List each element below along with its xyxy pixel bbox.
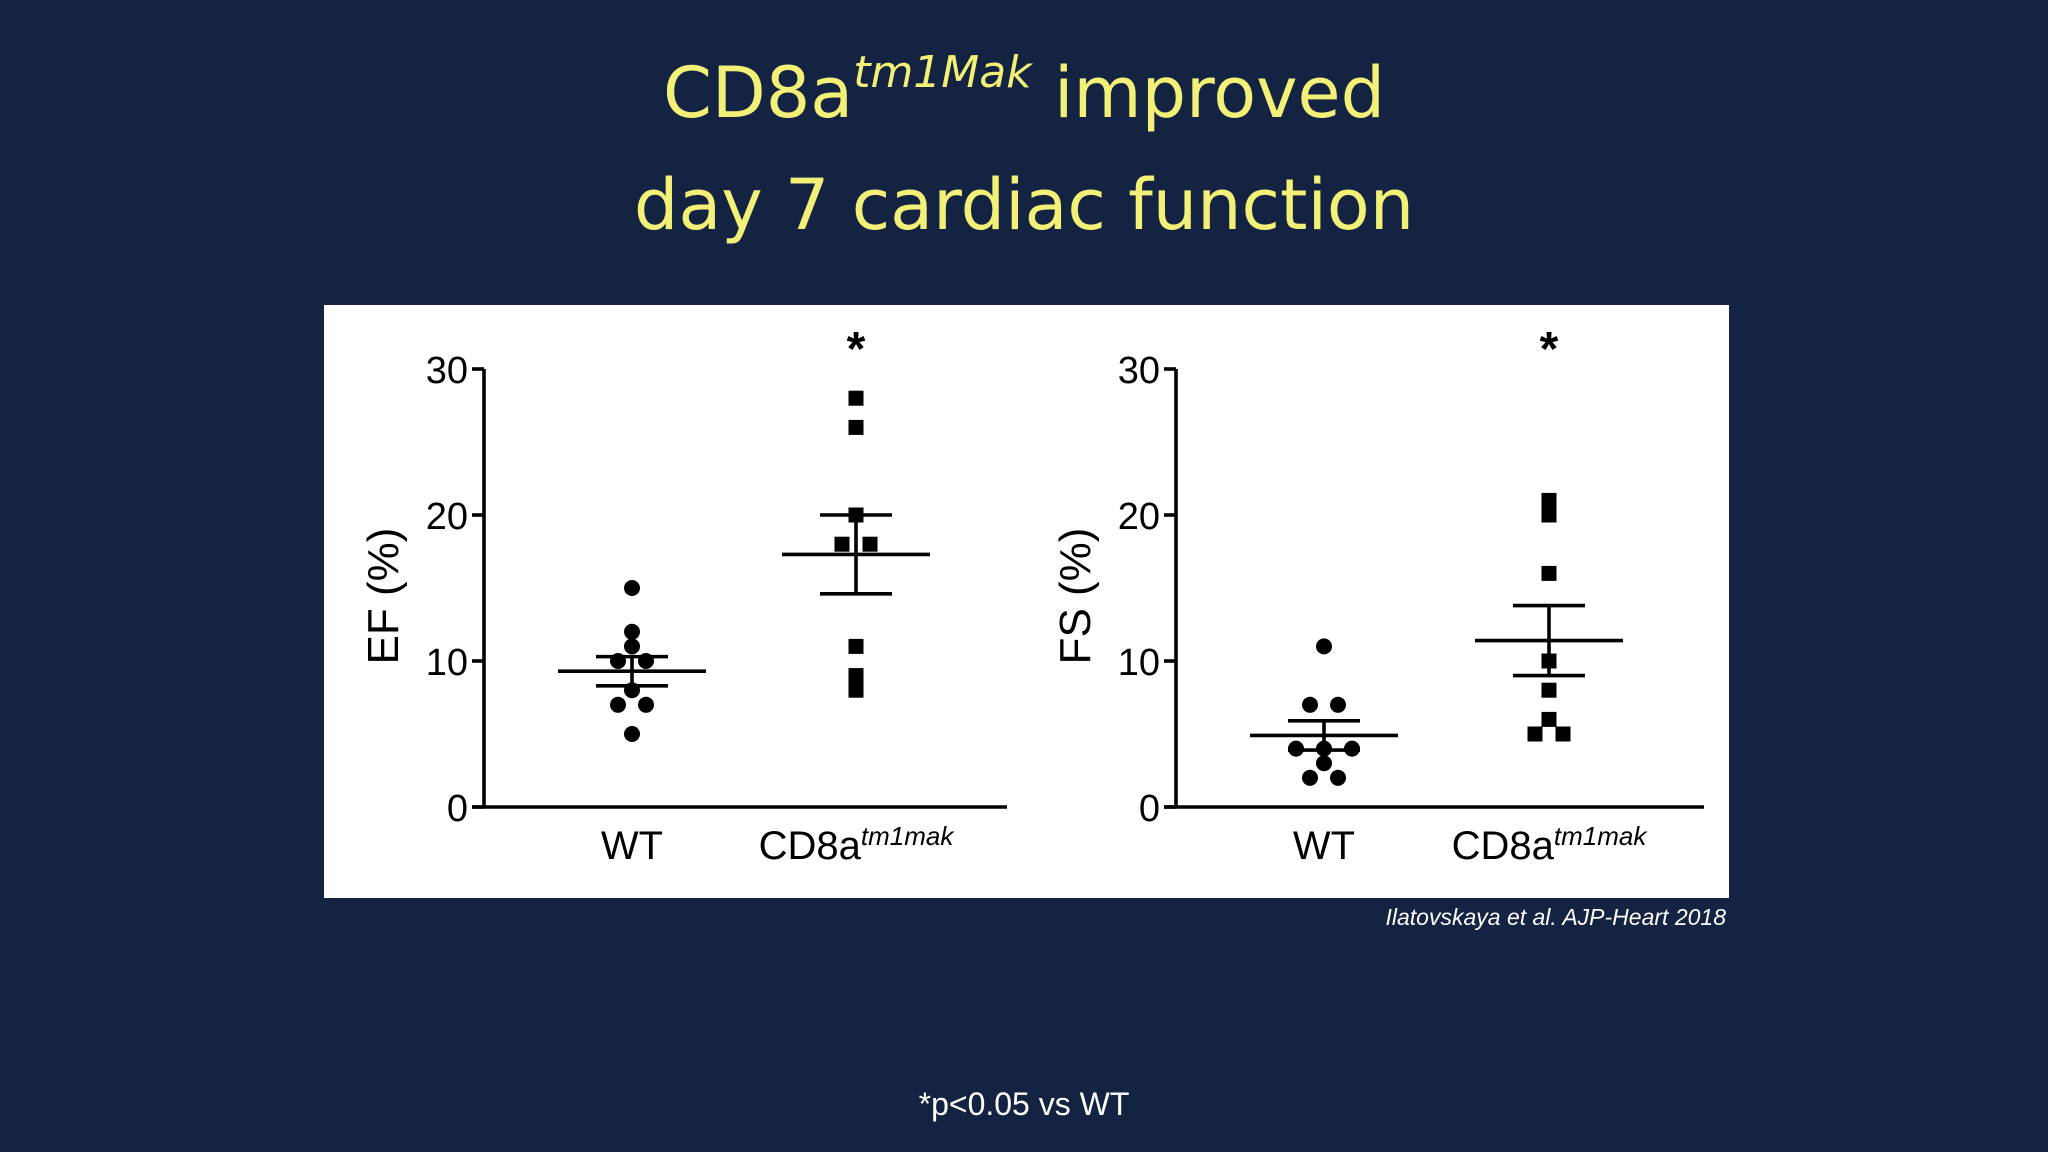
data-point	[624, 638, 640, 655]
chart-0: 0 10 20 30 EF (%) WT CD8atm1mak *	[359, 323, 1007, 868]
y-axis-label: FS (%)	[1051, 528, 1100, 665]
data-point	[1555, 726, 1571, 742]
data-point	[624, 726, 640, 742]
data-point	[1541, 565, 1557, 581]
x-tick-label-text: CD8a	[759, 824, 862, 868]
x-tick-label-text: WT	[601, 824, 663, 868]
significance-marker: *	[1540, 323, 1559, 376]
data-point	[624, 623, 640, 640]
title-line-2: day 7 cardiac function	[633, 164, 1415, 246]
chart-1: 0 10 20 30 FS (%) WT CD8atm1mak *	[1051, 323, 1704, 868]
y-tick-label: 20	[426, 496, 468, 538]
significance-marker: *	[847, 323, 866, 376]
x-tick-label-superscript: tm1mak	[861, 821, 955, 851]
y-tick-label: 10	[1118, 642, 1160, 684]
y-axis-label: EF (%)	[359, 528, 408, 665]
x-tick-label: WT	[1293, 824, 1355, 868]
footnote: *p<0.05 vs WT	[918, 1086, 1130, 1122]
data-point	[1316, 638, 1332, 655]
data-point	[1541, 507, 1557, 523]
x-tick-label: CD8atm1mak	[1452, 821, 1649, 868]
y-tick-label: 30	[1118, 350, 1160, 392]
data-point	[1316, 755, 1332, 772]
data-point	[624, 580, 640, 596]
x-tick-label-superscript: tm1mak	[1554, 821, 1648, 851]
y-tick-label: 0	[1139, 788, 1160, 830]
slide-title: CD8atm1Mak improved day 7 cardiac functi…	[0, 42, 2048, 257]
data-point	[834, 536, 850, 552]
title-verb: improved	[1031, 52, 1386, 134]
data-point	[848, 390, 864, 406]
title-gene: CD8a	[662, 52, 854, 134]
x-tick-label-text: CD8a	[1452, 824, 1555, 868]
data-point	[610, 696, 626, 713]
data-point	[1541, 711, 1557, 727]
data-point	[1541, 682, 1557, 698]
y-tick-label: 0	[447, 788, 468, 830]
data-point	[848, 668, 864, 684]
chart-panel: 0 10 20 30 EF (%) WT CD8atm1mak * 0 10 20 30 FS (%) W…	[324, 305, 1729, 898]
data-point	[1302, 769, 1318, 786]
data-point	[848, 419, 864, 435]
data-point	[638, 696, 654, 713]
title-allele-superscript: tm1Mak	[853, 47, 1032, 98]
x-tick-label: WT	[601, 824, 663, 868]
x-tick-label-text: WT	[1293, 824, 1355, 868]
x-tick-label: CD8atm1mak	[759, 821, 956, 868]
data-point	[1302, 696, 1318, 713]
data-point	[848, 638, 864, 654]
data-point	[1527, 726, 1543, 742]
data-point	[1330, 769, 1346, 786]
data-point	[862, 536, 878, 552]
data-point	[1541, 492, 1557, 508]
data-point	[848, 682, 864, 698]
title-line-1: CD8atm1Mak improved	[0, 42, 2048, 154]
y-tick-label: 10	[426, 642, 468, 684]
citation: Ilatovskaya et al. AJP-Heart 2018	[1385, 904, 1727, 930]
y-tick-label: 30	[426, 350, 468, 392]
data-point	[1330, 696, 1346, 713]
y-tick-label: 20	[1118, 496, 1160, 538]
